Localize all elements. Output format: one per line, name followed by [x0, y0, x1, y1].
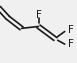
Text: F: F	[68, 39, 74, 49]
Text: F: F	[36, 10, 41, 20]
Text: F: F	[68, 25, 74, 35]
